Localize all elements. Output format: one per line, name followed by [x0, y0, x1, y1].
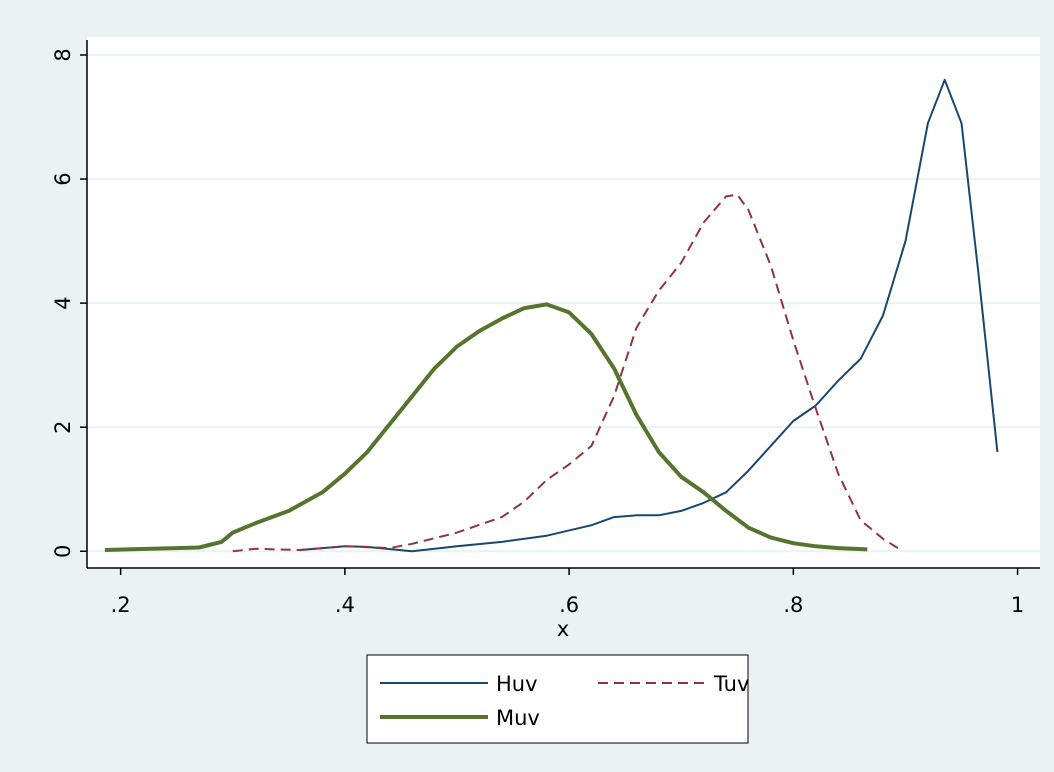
x-tick-label: .8: [783, 593, 803, 617]
y-tick-label: 8: [51, 48, 75, 61]
x-tick-label: 1: [1011, 593, 1024, 617]
x-tick-label: .6: [559, 593, 579, 617]
legend-label: Muv: [496, 706, 540, 730]
legend-label: Tuv: [713, 672, 749, 696]
legend: [366, 654, 749, 744]
series-line: [299, 78, 999, 553]
series-line: [232, 193, 901, 553]
x-tick-label: .2: [111, 593, 131, 617]
y-tick-label: 0: [51, 545, 75, 558]
x-tick-label: .4: [335, 593, 355, 617]
series-line: [104, 302, 868, 552]
y-tick-label: 2: [51, 420, 75, 433]
y-tick-label: 4: [51, 296, 75, 309]
x-axis-title: x: [557, 617, 569, 641]
y-tick-label: 6: [51, 172, 75, 185]
legend-label: Huv: [496, 672, 538, 696]
